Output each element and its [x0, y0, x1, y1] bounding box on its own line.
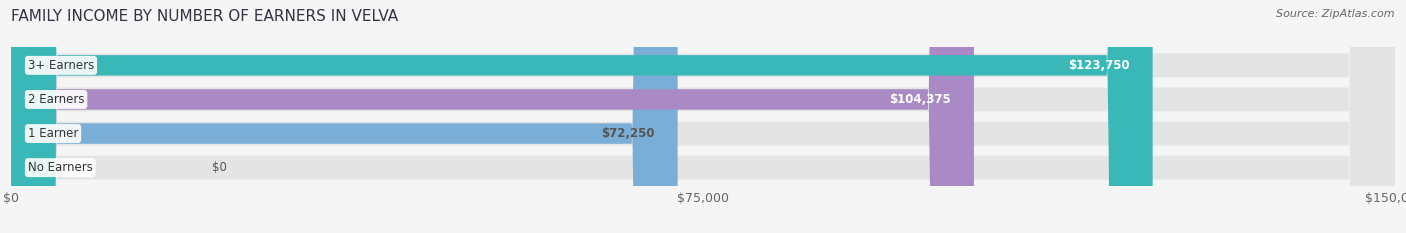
Text: 3+ Earners: 3+ Earners [28, 59, 94, 72]
FancyBboxPatch shape [11, 0, 1395, 233]
Text: No Earners: No Earners [28, 161, 93, 174]
Text: 1 Earner: 1 Earner [28, 127, 79, 140]
FancyBboxPatch shape [11, 0, 1395, 233]
Text: FAMILY INCOME BY NUMBER OF EARNERS IN VELVA: FAMILY INCOME BY NUMBER OF EARNERS IN VE… [11, 9, 398, 24]
Text: $72,250: $72,250 [602, 127, 655, 140]
Text: Source: ZipAtlas.com: Source: ZipAtlas.com [1277, 9, 1395, 19]
FancyBboxPatch shape [11, 0, 678, 233]
Text: $123,750: $123,750 [1069, 59, 1129, 72]
Text: $0: $0 [212, 161, 228, 174]
Text: 2 Earners: 2 Earners [28, 93, 84, 106]
FancyBboxPatch shape [11, 0, 1395, 233]
Text: $104,375: $104,375 [889, 93, 950, 106]
FancyBboxPatch shape [11, 0, 1153, 233]
FancyBboxPatch shape [11, 0, 974, 233]
FancyBboxPatch shape [11, 0, 1395, 233]
